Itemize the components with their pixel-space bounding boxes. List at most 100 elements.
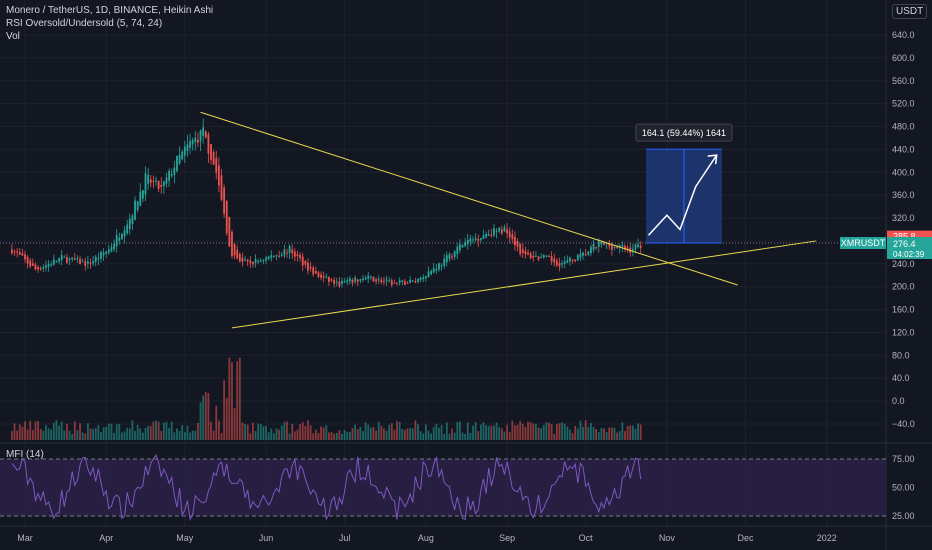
candle-body bbox=[550, 256, 553, 262]
mfi-band-fill bbox=[0, 459, 886, 516]
candle-body bbox=[246, 259, 249, 262]
volume-bar bbox=[569, 429, 571, 440]
projection-label-bg bbox=[635, 123, 733, 142]
volume-bar bbox=[404, 429, 406, 440]
volume-bar bbox=[317, 432, 320, 440]
candle-body bbox=[225, 200, 228, 234]
volume-bar bbox=[207, 393, 210, 440]
candle-body bbox=[555, 260, 558, 266]
candle-body bbox=[52, 259, 55, 265]
time-tick-label: 2022 bbox=[817, 533, 837, 543]
volume-bar bbox=[123, 431, 126, 440]
volume-bar bbox=[217, 420, 220, 440]
trendlines bbox=[200, 111, 817, 329]
volume-bar bbox=[603, 428, 605, 440]
candle-body bbox=[511, 234, 514, 240]
volume-bar bbox=[68, 430, 71, 440]
candle-body bbox=[618, 245, 621, 248]
volume-bar bbox=[579, 420, 582, 440]
volume-bar bbox=[191, 430, 194, 440]
candle-body bbox=[576, 254, 579, 261]
mfi-label: MFI (14) bbox=[6, 449, 44, 460]
volume-bar bbox=[265, 425, 267, 440]
time-tick-label: Sep bbox=[499, 533, 515, 543]
candle-body bbox=[105, 251, 108, 254]
candle-body bbox=[81, 261, 84, 263]
price-tick-label: 160.0 bbox=[892, 305, 915, 315]
volume-bar bbox=[275, 428, 278, 440]
candle-body bbox=[97, 258, 100, 260]
volume-bar bbox=[634, 428, 637, 440]
volume-bar bbox=[142, 432, 144, 440]
price-tick-label: 520.0 bbox=[892, 99, 915, 109]
candle-body bbox=[487, 234, 490, 236]
candle-body bbox=[613, 246, 616, 248]
candle-body bbox=[126, 224, 129, 234]
volume-bar bbox=[60, 421, 63, 440]
volume-bar bbox=[372, 426, 375, 440]
candle-body bbox=[369, 276, 372, 278]
volume-bar bbox=[170, 421, 173, 440]
candle-body bbox=[50, 264, 53, 266]
candle-body bbox=[68, 258, 71, 260]
volume-bar bbox=[576, 428, 579, 440]
volume-bar bbox=[181, 425, 184, 440]
candle-body bbox=[71, 257, 74, 260]
candle-body bbox=[131, 215, 134, 224]
volume-bar bbox=[346, 431, 349, 440]
volume-bar bbox=[477, 431, 480, 440]
volume-bar bbox=[320, 426, 322, 440]
currency-badge[interactable]: USDT bbox=[892, 4, 928, 19]
candle-body bbox=[595, 246, 598, 248]
candle-body bbox=[597, 241, 600, 248]
candle-body bbox=[238, 253, 241, 262]
candle-body bbox=[254, 258, 257, 264]
chart-title: Monero / TetherUS, 1D, BINANCE, Heikin A… bbox=[6, 5, 214, 16]
volume-bar bbox=[383, 428, 385, 440]
volume-bar bbox=[97, 425, 100, 440]
candle-body bbox=[280, 254, 283, 257]
candle-body bbox=[435, 268, 438, 271]
candle-body bbox=[149, 179, 152, 183]
candle-body bbox=[634, 244, 637, 250]
volume-bar bbox=[550, 424, 553, 440]
candle-body bbox=[354, 277, 357, 282]
candle-body bbox=[535, 255, 537, 257]
candle-body bbox=[401, 280, 404, 282]
volume-bar bbox=[84, 433, 87, 440]
candle-body bbox=[110, 247, 113, 252]
price-tick-label: 0.0 bbox=[892, 396, 905, 406]
candle-body bbox=[16, 251, 19, 253]
candle-body bbox=[414, 281, 417, 283]
candle-body bbox=[207, 134, 210, 154]
time-tick-label: Mar bbox=[17, 533, 33, 543]
candle-body bbox=[519, 243, 522, 255]
candle-body bbox=[252, 261, 254, 265]
volume-bar bbox=[351, 428, 354, 440]
volume-bar bbox=[37, 421, 39, 440]
volume-bar bbox=[102, 427, 105, 440]
volume-bar bbox=[435, 423, 438, 440]
volume-bar bbox=[147, 425, 150, 440]
volume-bar bbox=[356, 429, 359, 440]
candle-body bbox=[34, 264, 37, 270]
volume-bar bbox=[299, 424, 301, 440]
volume-bar bbox=[626, 426, 629, 440]
symbol-badge-bg bbox=[840, 237, 886, 250]
volume-bar bbox=[511, 420, 514, 440]
volume-bar bbox=[461, 432, 464, 440]
candle-body bbox=[314, 270, 317, 274]
volume-bar bbox=[537, 427, 540, 440]
price-tick-label: 200.0 bbox=[892, 282, 915, 292]
candle-body bbox=[115, 235, 118, 247]
volume-bar bbox=[393, 429, 396, 440]
candle-body bbox=[479, 238, 482, 240]
price-tick-label: 600.0 bbox=[892, 53, 915, 63]
volume-bar bbox=[273, 433, 275, 440]
candle-body bbox=[506, 229, 508, 234]
candle-body bbox=[592, 243, 595, 250]
candle-body bbox=[322, 276, 325, 278]
candle-body bbox=[587, 251, 590, 255]
volume-bar bbox=[231, 362, 233, 440]
